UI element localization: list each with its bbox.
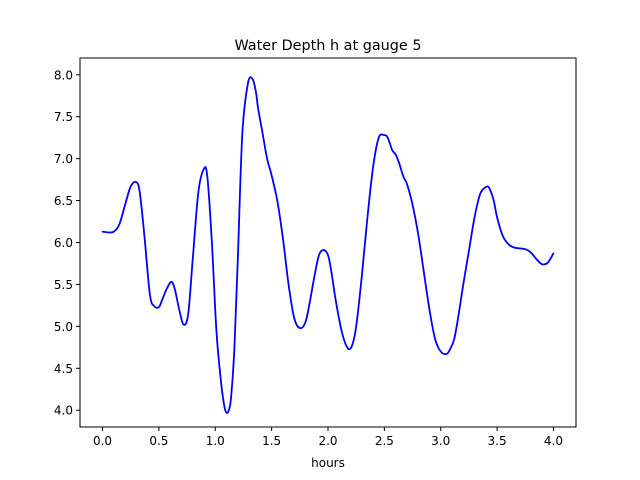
x-tick-label: 3.0 (431, 434, 450, 448)
x-tick-label: 2.5 (375, 434, 394, 448)
x-tick-label: 0.5 (149, 434, 168, 448)
chart-title: Water Depth h at gauge 5 (234, 38, 421, 54)
y-tick-label: 7.5 (54, 110, 73, 124)
x-tick-label: 2.0 (318, 434, 337, 448)
y-tick-label: 5.5 (54, 278, 73, 292)
x-axis-ticks: 0.0 0.5 1.0 1.5 2.0 2.5 3.0 3.5 4.0 (93, 427, 563, 448)
x-tick-label: 3.5 (488, 434, 507, 448)
series-line-water-depth (101, 76, 555, 414)
y-tick-label: 6.5 (54, 194, 73, 208)
y-tick-label: 7.0 (54, 152, 73, 166)
y-tick-label: 4.5 (54, 362, 73, 376)
x-tick-label: 0.0 (93, 434, 112, 448)
x-tick-label: 4.0 (544, 434, 563, 448)
x-axis-label: hours (311, 456, 345, 470)
y-axis-ticks: 4.0 4.5 5.0 5.5 6.0 6.5 7.0 7.5 8.0 (54, 68, 80, 418)
y-tick-label: 6.0 (54, 236, 73, 250)
x-tick-label: 1.0 (206, 434, 225, 448)
y-tick-label: 4.0 (54, 404, 73, 418)
y-tick-label: 5.0 (54, 320, 73, 334)
y-tick-label: 8.0 (54, 68, 73, 82)
plot-frame (79, 57, 577, 428)
x-tick-label: 1.5 (262, 434, 281, 448)
